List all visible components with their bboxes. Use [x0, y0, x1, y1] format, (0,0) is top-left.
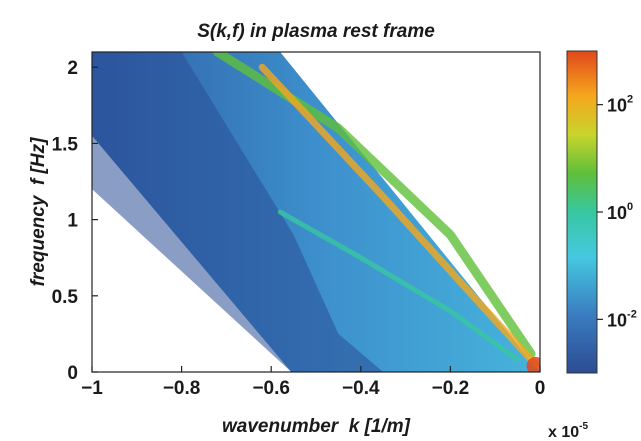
colorbar — [566, 50, 598, 374]
x-tick-label: −0.2 — [432, 378, 470, 399]
y-tick-label: 0.5 — [52, 287, 79, 308]
x-axis: −1 −0.8 −0.6 −0.4 −0.2 0 — [81, 366, 545, 399]
plot-frame — [91, 51, 541, 373]
x-multiplier: x 10-5 — [548, 421, 588, 441]
y-axis-label: frequency f [Hz] — [28, 137, 49, 287]
x-tick-label: −0.4 — [342, 378, 380, 399]
peak-spot — [526, 356, 540, 372]
low-power-band — [92, 52, 384, 372]
x-axis-label: wavenumber k [1/m] — [222, 416, 411, 437]
spectral-ridge — [258, 63, 540, 368]
y-tick-label: 2 — [67, 58, 78, 79]
x-tick-label: −0.8 — [163, 378, 201, 399]
spectral-ridge — [277, 209, 521, 363]
heatmap-layer — [92, 52, 540, 372]
colorbar-tick-label: 10-2 — [607, 308, 637, 330]
colorbar-tick-label: 102 — [607, 94, 633, 116]
y-tick-label: 1 — [67, 211, 78, 232]
colorbar-tick-label: 100 — [607, 201, 633, 223]
x-tick-label: 0 — [535, 378, 546, 399]
x-tick-label: −1 — [81, 378, 103, 399]
y-axis: 0 0.5 1 1.5 2 — [52, 58, 98, 384]
colorbar-ticks: 102 100 10-2 — [597, 94, 637, 330]
chart-title: S(k,f) in plasma rest frame — [197, 21, 435, 42]
y-tick-label: 0 — [67, 363, 78, 384]
x-tick-label: −0.6 — [252, 378, 290, 399]
spectral-ridge — [212, 52, 536, 359]
y-tick-label: 1.5 — [52, 134, 79, 155]
